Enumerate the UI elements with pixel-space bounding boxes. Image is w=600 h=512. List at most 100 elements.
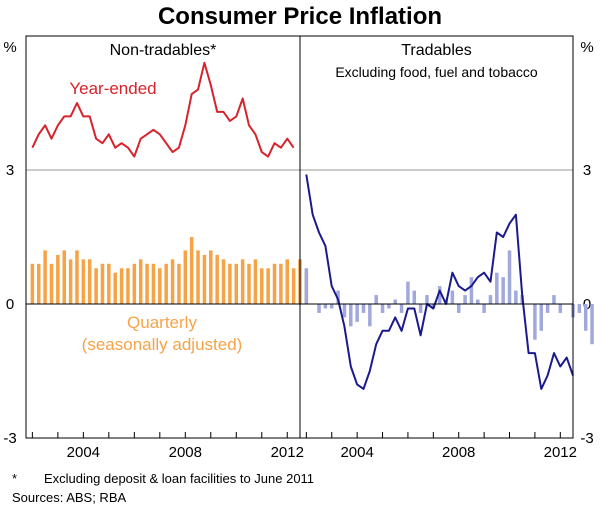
y-tick-label-right: 3	[583, 162, 591, 179]
bar-0	[279, 263, 283, 304]
bar-0	[291, 268, 296, 304]
bar-0	[113, 272, 117, 304]
footnote-mark: *	[12, 471, 18, 486]
bar-0	[196, 250, 200, 304]
bar-0	[81, 259, 86, 304]
x-tick-label: 2008	[169, 444, 202, 461]
bar-1	[533, 304, 537, 340]
bar-1	[583, 304, 588, 331]
bar-1	[514, 290, 518, 304]
bar-1	[425, 295, 429, 304]
y-unit-right: %	[580, 39, 593, 56]
bar-1	[349, 304, 353, 327]
bar-0	[126, 268, 130, 304]
x-tick-label: 2012	[271, 444, 304, 461]
bar-0	[100, 263, 105, 304]
bar-1	[501, 277, 505, 304]
y-tick-label-left: -3	[3, 430, 16, 447]
bar-0	[177, 263, 181, 304]
x-tick-label: 2004	[67, 444, 100, 461]
bar-1	[539, 304, 544, 331]
bar-1	[545, 304, 550, 313]
panel-title: Non-tradables*	[110, 42, 217, 59]
bar-0	[234, 263, 239, 304]
bar-1	[317, 304, 321, 313]
bar-0	[221, 259, 226, 304]
line-series-0	[31, 61, 295, 158]
bar-1	[456, 304, 461, 313]
bar-0	[132, 263, 137, 304]
bar-1	[323, 304, 328, 309]
bar-1	[406, 281, 410, 304]
bar-0	[240, 259, 245, 304]
chart-title: Consumer Price Inflation	[158, 3, 442, 30]
series-label-quarterly-line2: (seasonally adjusted)	[82, 335, 243, 354]
bar-1	[488, 295, 493, 304]
x-tick-label: 2008	[442, 444, 475, 461]
bar-1	[450, 290, 455, 304]
bar-0	[253, 259, 258, 304]
bar-0	[87, 259, 92, 304]
bar-1	[482, 304, 486, 313]
y-tick-label-left: 3	[6, 162, 14, 179]
x-tick-label: 2012	[544, 444, 577, 461]
bar-1	[552, 295, 556, 304]
bar-0	[49, 263, 54, 304]
bar-1	[558, 304, 563, 313]
series-label-quarterly: Quarterly	[127, 313, 197, 332]
bar-1	[463, 295, 467, 304]
bar-1	[495, 272, 499, 304]
bar-1	[577, 304, 582, 313]
bar-0	[272, 263, 277, 304]
bar-1	[387, 304, 391, 309]
bar-1	[304, 268, 309, 304]
panel-subtitle: Excluding food, fuel and tobacco	[335, 64, 538, 80]
y-unit-left: %	[3, 39, 16, 56]
bar-0	[62, 250, 66, 304]
bar-0	[202, 254, 207, 304]
bar-0	[260, 268, 264, 304]
bar-1	[361, 304, 366, 313]
bar-0	[138, 259, 143, 304]
bar-0	[94, 268, 98, 304]
bar-0	[30, 263, 35, 304]
bar-0	[56, 254, 60, 304]
bar-1	[380, 304, 385, 313]
bar-0	[266, 268, 270, 304]
bar-0	[170, 259, 175, 304]
bar-1	[590, 304, 594, 345]
bar-0	[36, 263, 41, 304]
bar-0	[119, 268, 124, 304]
chart-svg: Consumer Price Inflation%%3300-3-3Non-tr…	[3, 3, 594, 461]
bar-0	[209, 250, 213, 304]
bar-0	[107, 263, 111, 304]
footnote-text: Excluding deposit & loan facilities to J…	[44, 471, 315, 486]
bar-1	[507, 250, 512, 304]
bar-1	[437, 286, 442, 304]
bar-1	[476, 299, 480, 304]
bar-0	[158, 268, 162, 304]
bar-1	[399, 304, 404, 313]
y-tick-label-left: 0	[6, 296, 14, 313]
line-series-1	[305, 174, 574, 390]
y-tick-label-right: -3	[580, 430, 593, 447]
bar-1	[355, 304, 359, 322]
bar-0	[68, 259, 73, 304]
bar-1	[412, 290, 417, 304]
bar-0	[215, 254, 219, 304]
bar-1	[342, 304, 347, 318]
bar-0	[75, 250, 79, 304]
panel-title: Tradables	[401, 42, 472, 59]
bar-0	[145, 263, 149, 304]
bar-1	[418, 304, 423, 313]
bar-1	[393, 299, 397, 304]
bar-1	[368, 304, 372, 327]
bar-0	[228, 263, 232, 304]
bar-0	[189, 237, 194, 304]
x-tick-label: 2004	[340, 444, 373, 461]
bar-0	[285, 259, 290, 304]
bar-0	[247, 263, 251, 304]
series-label-year-ended: Year-ended	[69, 79, 156, 98]
bar-0	[183, 250, 188, 304]
